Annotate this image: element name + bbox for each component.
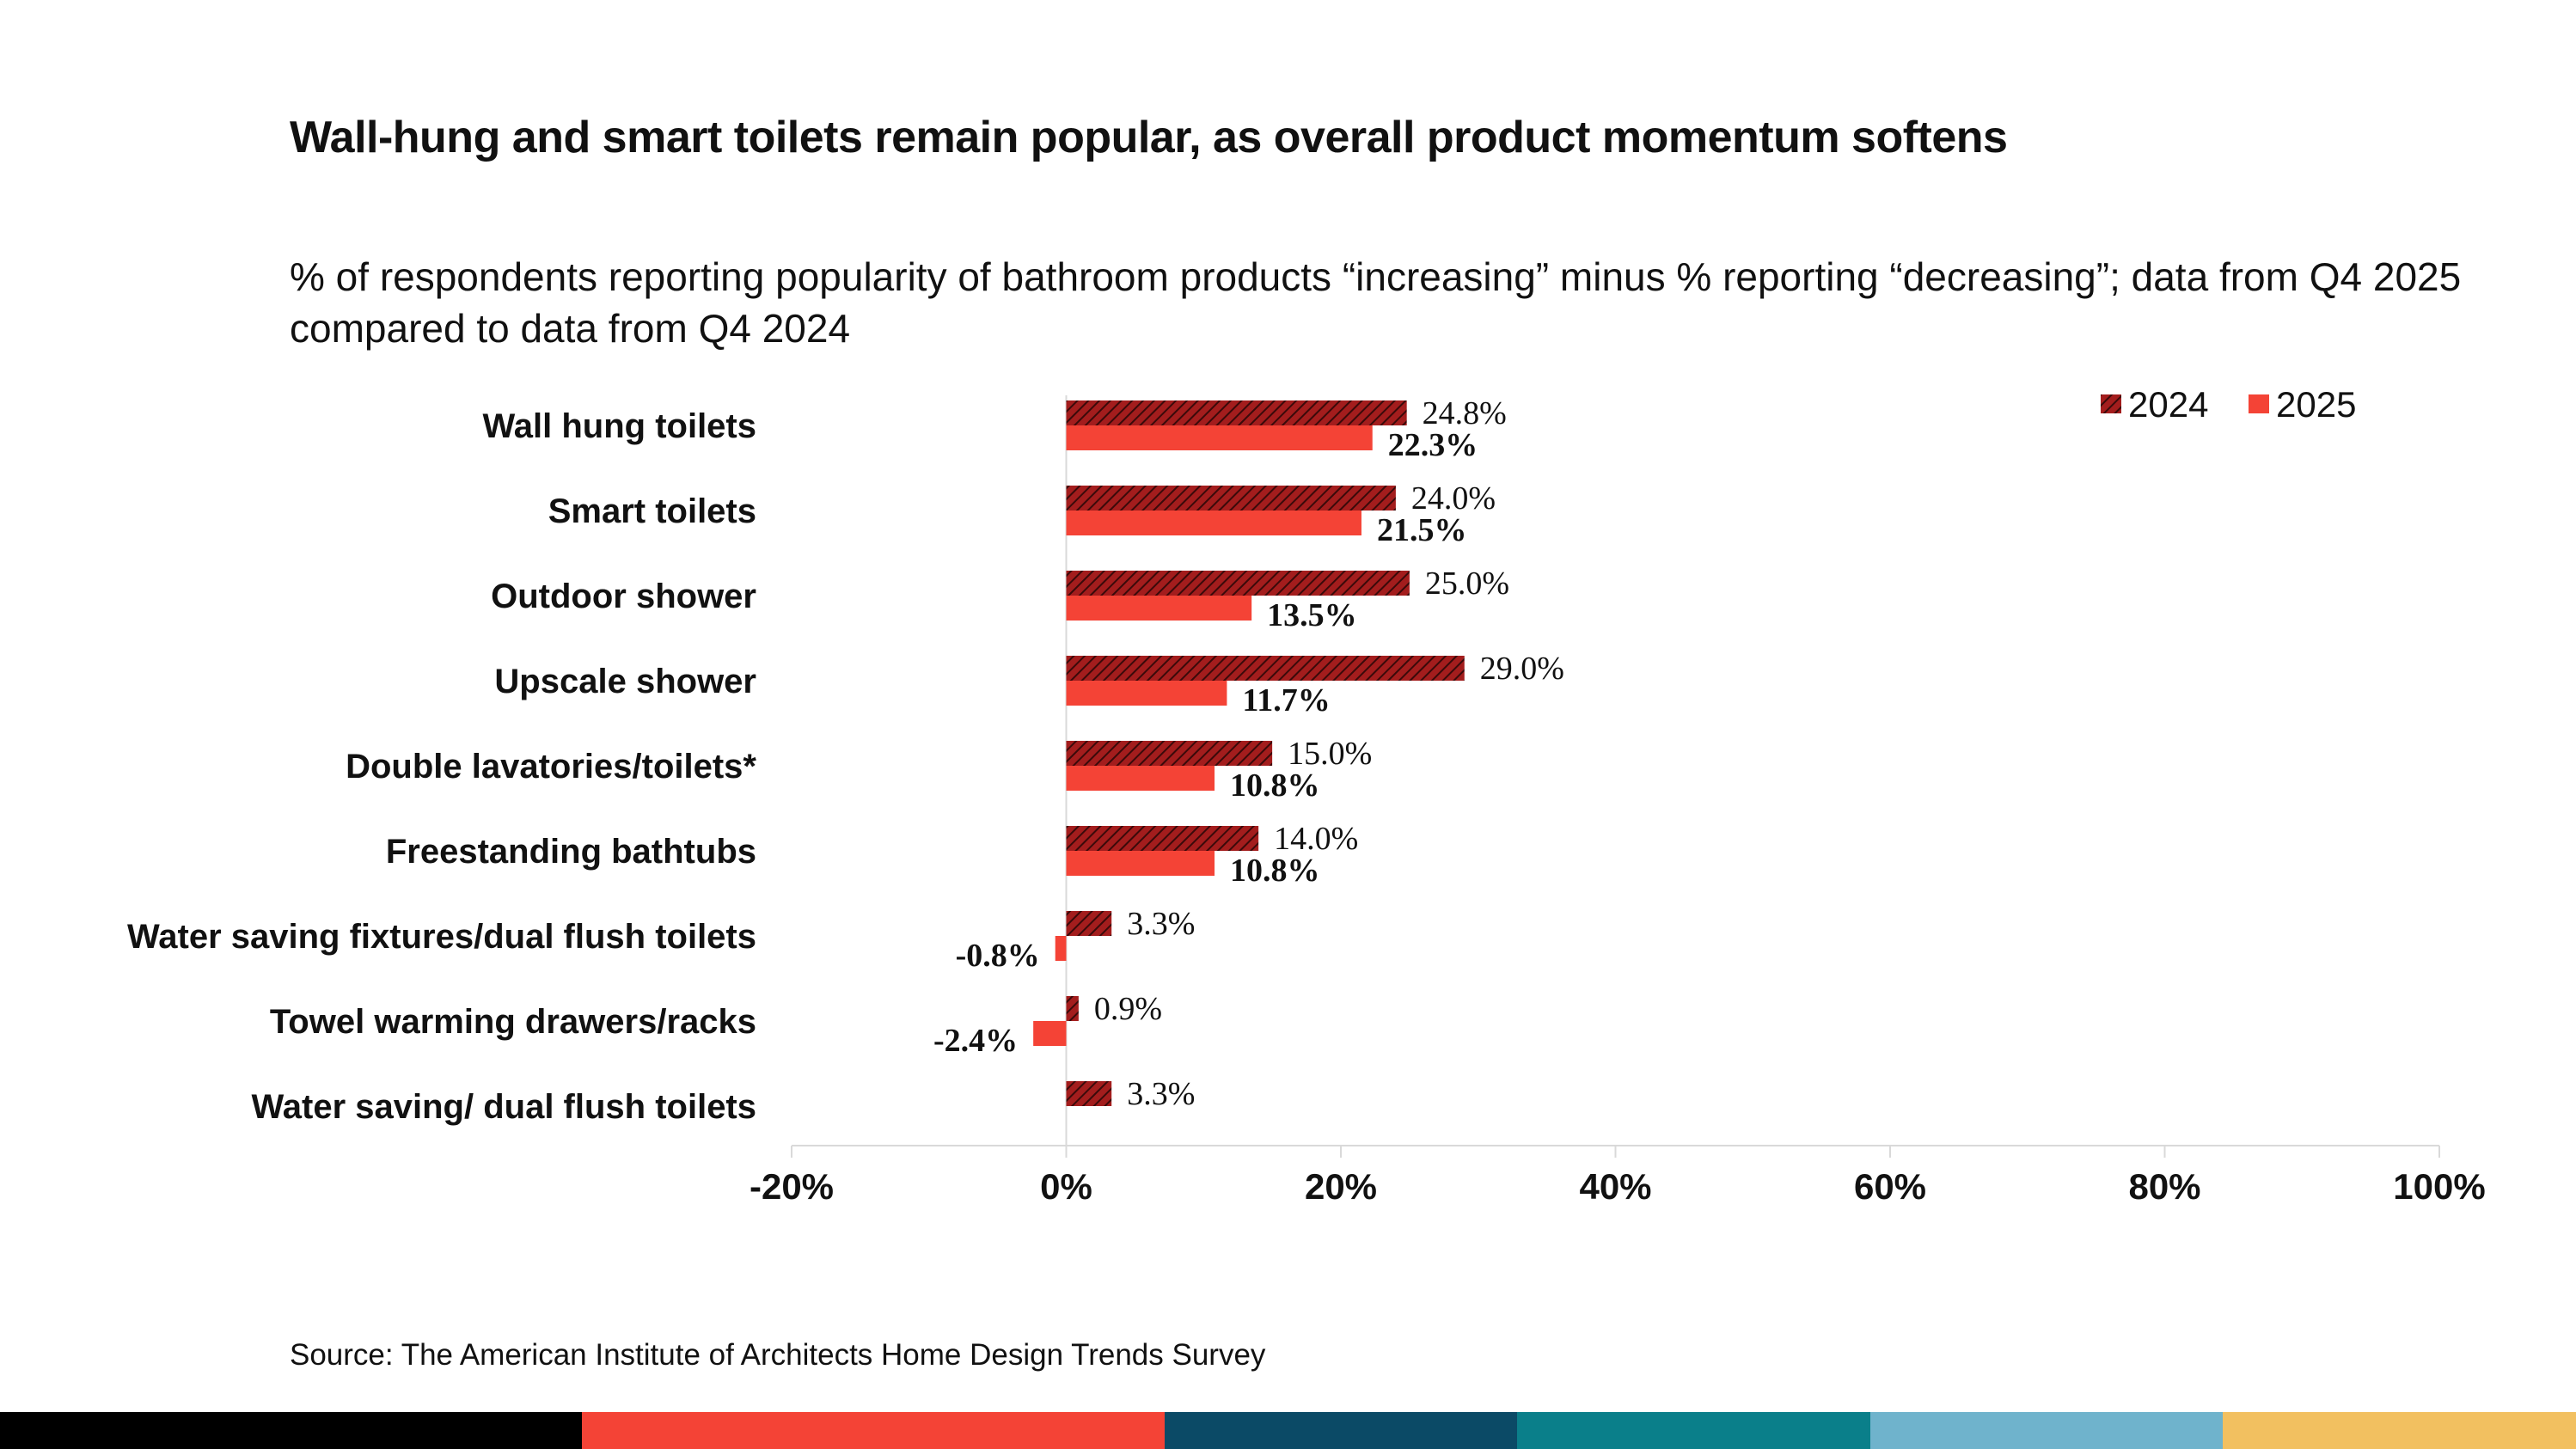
legend-swatch-2025 <box>2249 394 2269 413</box>
x-tick-label: 80% <box>2128 1166 2200 1207</box>
footer-color-segment <box>1870 1412 2223 1449</box>
x-tick-label: 100% <box>2393 1166 2485 1207</box>
bar-2024 <box>1066 911 1112 936</box>
category-label: Smart toilets <box>548 492 756 530</box>
data-label-2025: 10.8% <box>1230 853 1320 889</box>
x-tick-label: -20% <box>750 1166 834 1207</box>
bar-2024 <box>1066 741 1273 766</box>
bar-2025 <box>1066 851 1215 876</box>
footer-color-segment <box>582 1412 1165 1449</box>
bar-chart: -20% 0% 20% 40% 60% 80% 100% Wall hung toilets… <box>127 384 2486 1207</box>
x-tick-label: 60% <box>1854 1166 1926 1207</box>
data-label-2025: 22.3% <box>1388 427 1478 463</box>
data-label-2025: 13.5% <box>1267 597 1357 633</box>
data-label-2024: 24.8% <box>1423 395 1507 431</box>
footer-color-segment <box>0 1412 582 1449</box>
data-label-2025: 10.8% <box>1230 767 1320 804</box>
bar-2025 <box>1066 681 1227 706</box>
bar-2024 <box>1066 486 1396 511</box>
data-label-2024: 25.0% <box>1425 566 1509 602</box>
data-label-2024: 15.0% <box>1288 736 1372 772</box>
bar-2025 <box>1033 1021 1067 1046</box>
category-label: Double lavatories/toilets* <box>346 748 756 786</box>
category-label: Freestanding bathtubs <box>386 833 756 871</box>
data-label-2024: 24.0% <box>1411 480 1496 517</box>
category-label: Wall hung toilets <box>483 407 757 445</box>
footer-color-segment <box>1165 1412 1517 1449</box>
data-label-2025: 21.5% <box>1377 512 1467 548</box>
bar-2025 <box>1066 511 1361 535</box>
bar-2024 <box>1066 826 1259 851</box>
category-label: Towel warming drawers/racks <box>270 1003 756 1041</box>
chart-subtitle: % of respondents reporting popularity of… <box>290 254 2462 351</box>
category-label: Water saving/ dual flush toilets <box>252 1088 757 1126</box>
data-label-2025: 11.7% <box>1242 682 1330 718</box>
data-label-2025: -0.8% <box>956 938 1040 974</box>
bar-2025 <box>1055 936 1067 961</box>
bar-2025 <box>1066 596 1252 621</box>
chart-title: Wall-hung and smart toilets remain popul… <box>290 113 2008 162</box>
footer-color-bar <box>0 1412 2576 1449</box>
bar-2025 <box>1066 425 1373 450</box>
legend-swatch-2024 <box>2101 394 2121 413</box>
bar-2024 <box>1066 996 1079 1021</box>
footer-color-segment <box>1517 1412 1870 1449</box>
source-note: Source: The American Institute of Archit… <box>290 1338 1266 1372</box>
data-label-2024: 3.3% <box>1127 1076 1195 1112</box>
category-label: Water saving fixtures/dual flush toilets <box>127 918 756 956</box>
legend-label-2025: 2025 <box>2276 384 2356 425</box>
x-tick-label: 0% <box>1040 1166 1092 1207</box>
data-label-2025: -2.4% <box>933 1023 1018 1059</box>
bar-2024 <box>1066 400 1407 425</box>
bar-2024 <box>1066 1081 1112 1106</box>
data-label-2024: 29.0% <box>1480 651 1564 687</box>
data-label-2024: 0.9% <box>1094 991 1162 1027</box>
x-tick-label: 20% <box>1305 1166 1377 1207</box>
footer-color-segment <box>2223 1412 2576 1449</box>
data-label-2024: 3.3% <box>1127 906 1195 942</box>
bar-2024 <box>1066 571 1410 596</box>
category-label: Upscale shower <box>494 663 756 700</box>
legend-label-2024: 2024 <box>2128 384 2208 425</box>
x-tick-label: 40% <box>1579 1166 1651 1207</box>
bar-2025 <box>1066 766 1215 791</box>
data-label-2024: 14.0% <box>1274 821 1358 857</box>
bar-2024 <box>1066 656 1465 681</box>
category-label: Outdoor shower <box>491 578 756 615</box>
